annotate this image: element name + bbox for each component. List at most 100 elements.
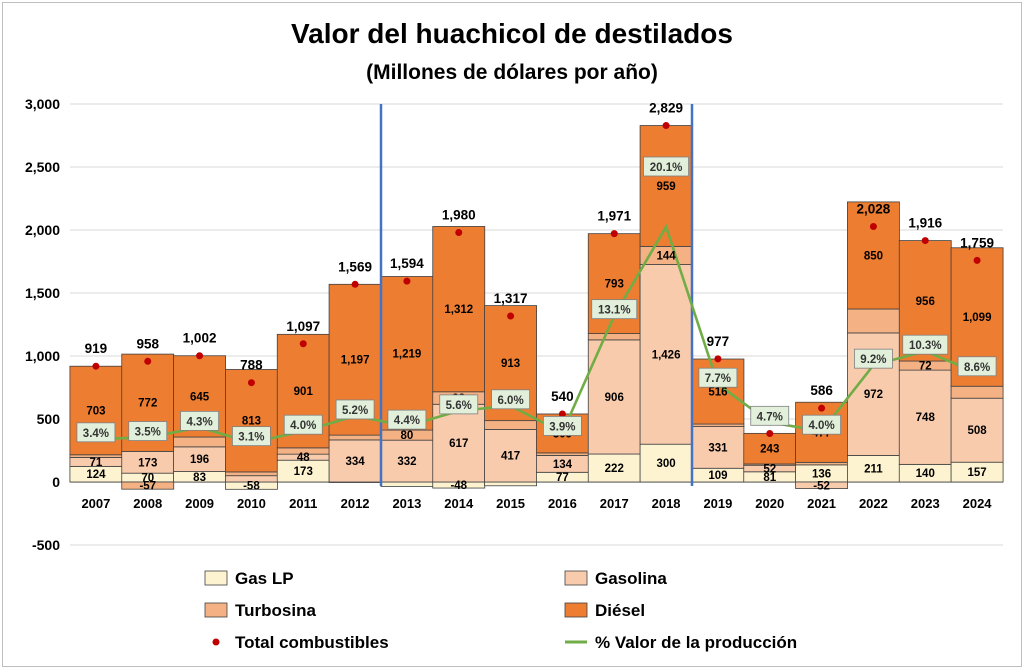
segment-label: 144: [656, 250, 676, 262]
x-tick-label: 2011: [289, 496, 317, 511]
percent-label-box: [802, 414, 841, 435]
segment-label: 1,426: [652, 349, 681, 361]
bar-segment: [950, 397, 1004, 463]
legend-swatch: [564, 602, 588, 618]
legend-swatch: [564, 570, 588, 586]
segment-label: 617: [449, 438, 468, 450]
bar-segment: [328, 434, 382, 441]
percent-label-box: [128, 421, 168, 441]
legend-label: Gasolina: [595, 569, 667, 588]
total-marker: [921, 237, 929, 245]
total-marker: [403, 277, 411, 285]
segment-label: -58: [243, 481, 260, 493]
percent-label-box: [283, 414, 323, 435]
total-label: 1,916: [908, 216, 942, 231]
percent-label-box: [957, 356, 997, 377]
segment-label: 906: [605, 392, 624, 404]
total-marker: [455, 229, 463, 237]
chart-title: Valor del huachicol de destilados: [291, 18, 733, 49]
bar-segment: [121, 481, 175, 490]
x-tick-label: 2021: [807, 496, 836, 511]
x-tick-label: 2022: [859, 496, 888, 511]
total-label: 977: [707, 334, 730, 349]
segment-label: 124: [86, 469, 106, 481]
percent-label-box: [439, 394, 479, 415]
segment-label: 956: [916, 296, 935, 308]
segment-label: 913: [501, 358, 520, 370]
total-marker: [714, 355, 722, 363]
bar-segment: [639, 264, 693, 445]
segment-label: 1,219: [393, 348, 422, 360]
segment-label: 81: [763, 472, 776, 484]
total-label: 2,829: [649, 101, 683, 116]
percent-label-box: [387, 409, 427, 430]
percent-label: 5.2%: [342, 405, 368, 417]
segment-label: 959: [656, 181, 675, 193]
segment-label: 83: [193, 472, 206, 484]
legend-label: % Valor de la producción: [595, 633, 797, 652]
segment-label: 813: [242, 416, 261, 428]
segment-label: 109: [708, 470, 727, 482]
legend-label: Diésel: [595, 601, 645, 620]
percent-label-box: [854, 348, 893, 369]
percent-label-box: [180, 410, 219, 431]
total-marker: [818, 404, 826, 412]
percent-label: 5.6%: [446, 400, 472, 412]
percent-label: 9.2%: [860, 354, 886, 366]
bar-segment: [950, 385, 1004, 399]
segment-label: 793: [605, 279, 624, 291]
segment-label: 243: [760, 444, 779, 456]
legend-swatch: [204, 602, 228, 618]
y-tick-label: -500: [32, 537, 60, 553]
x-tick-label: 2012: [341, 496, 370, 511]
bar-segment: [587, 453, 641, 483]
x-tick-label: 2010: [237, 496, 266, 511]
total-label: 540: [551, 389, 574, 404]
x-tick-label: 2015: [496, 496, 525, 511]
segment-label: 196: [190, 454, 209, 466]
total-label: 1,594: [390, 256, 424, 271]
total-label: 1,317: [494, 291, 528, 306]
bar-segment: [898, 369, 952, 465]
segment-label: 77: [556, 472, 569, 484]
segment-label: 417: [501, 451, 520, 463]
total-marker: [507, 312, 515, 320]
percent-label: 8.6%: [964, 362, 990, 374]
bar-segment: [173, 436, 226, 448]
total-marker: [558, 410, 566, 418]
total-marker: [766, 429, 774, 437]
x-tick-label: 2023: [911, 496, 940, 511]
x-tick-label: 2007: [81, 496, 110, 511]
legend-label: Turbosina: [235, 601, 316, 620]
bar-segment: [380, 481, 434, 487]
percent-label-box: [232, 426, 271, 447]
x-tick-label: 2017: [600, 496, 629, 511]
segment-label: 772: [138, 398, 157, 410]
percent-label: 3.5%: [135, 427, 161, 439]
y-tick-label: 0: [52, 474, 60, 490]
segment-label: 645: [190, 391, 210, 403]
bar-segment: [639, 125, 693, 247]
segment-label: 1,099: [963, 312, 992, 324]
segment-label: 334: [345, 456, 365, 468]
percent-label: 13.1%: [598, 305, 631, 317]
bar-segment: [795, 481, 848, 489]
total-label: 1,980: [442, 208, 476, 223]
bar-segment: [484, 420, 537, 430]
bar-segment: [173, 446, 226, 472]
percent-label-box: [698, 367, 738, 388]
percent-label-box: [643, 156, 689, 177]
total-label: 958: [136, 336, 159, 351]
total-label: 919: [85, 341, 108, 356]
x-tick-label: 2008: [133, 496, 162, 511]
percent-label: 6.0%: [497, 395, 523, 407]
total-marker: [869, 222, 877, 230]
segment-label: 703: [86, 405, 105, 417]
bar-layer: [69, 125, 1004, 490]
percent-label: 20.1%: [650, 162, 683, 174]
segment-label: 140: [916, 468, 935, 480]
x-tick-label: 2013: [392, 496, 421, 511]
total-marker: [973, 256, 981, 264]
bar-segment: [743, 432, 797, 465]
